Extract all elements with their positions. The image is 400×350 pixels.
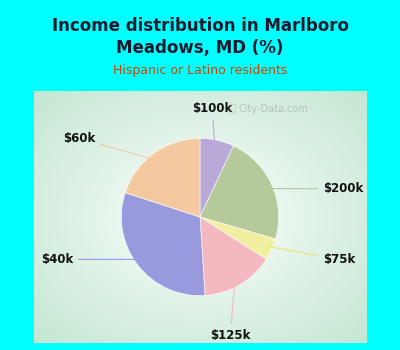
- Wedge shape: [200, 217, 266, 295]
- Text: $200k: $200k: [266, 182, 363, 195]
- Text: $100k: $100k: [192, 102, 232, 147]
- Wedge shape: [200, 217, 276, 259]
- Wedge shape: [125, 138, 200, 217]
- Text: $60k: $60k: [63, 132, 157, 160]
- Text: City-Data.com: City-Data.com: [238, 104, 308, 114]
- Wedge shape: [121, 193, 205, 296]
- Text: Hispanic or Latino residents: Hispanic or Latino residents: [113, 64, 287, 77]
- Wedge shape: [200, 138, 234, 217]
- Text: $125k: $125k: [210, 279, 250, 342]
- Text: $40k: $40k: [41, 253, 142, 266]
- Text: ⓘ: ⓘ: [230, 104, 236, 114]
- Text: Income distribution in Marlboro
Meadows, MD (%): Income distribution in Marlboro Meadows,…: [52, 17, 348, 57]
- Text: $75k: $75k: [266, 246, 355, 266]
- Wedge shape: [200, 146, 279, 239]
